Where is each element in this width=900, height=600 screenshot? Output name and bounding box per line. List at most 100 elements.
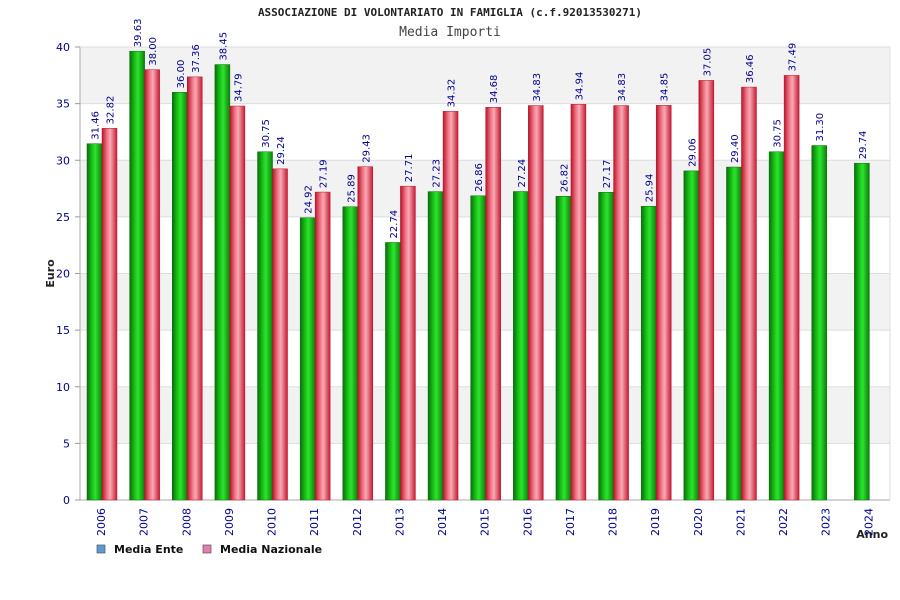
x-tick-label: 2008 [180, 508, 193, 536]
data-label: 36.46 [745, 54, 756, 83]
bar-media-ente [598, 192, 614, 501]
data-label: 34.83 [532, 73, 543, 102]
bar-media-ente [854, 162, 870, 501]
x-tick-label: 2009 [223, 508, 236, 536]
data-label: 34.85 [660, 73, 671, 102]
x-tick-label: 2021 [734, 508, 747, 536]
x-tick-label: 2023 [820, 508, 833, 536]
y-tick-label: 15 [56, 324, 70, 337]
bar-media-ente [86, 143, 103, 501]
data-label: 34.68 [489, 75, 500, 104]
x-tick-label: 2012 [351, 508, 364, 536]
bar-media-ente [214, 64, 231, 501]
bar-media-ente [299, 217, 316, 501]
x-tick-label: 2007 [138, 508, 151, 536]
x-tick-label: 2015 [479, 508, 492, 536]
data-label: 27.23 [432, 159, 443, 188]
y-tick-label: 30 [56, 154, 70, 167]
bar-media-nazionale [442, 111, 459, 501]
bar-media-nazionale [144, 69, 160, 501]
data-label: 27.17 [602, 160, 613, 189]
bar-media-ente [811, 145, 827, 501]
data-label: 22.74 [389, 210, 400, 239]
bar-media-nazionale [783, 75, 800, 501]
bar-media-ente [427, 191, 444, 501]
x-tick-label: 2006 [95, 508, 108, 536]
data-label: 31.46 [91, 111, 102, 140]
y-tick-label: 0 [63, 494, 70, 507]
data-label: 37.49 [788, 43, 799, 72]
x-tick-label: 2019 [649, 508, 662, 536]
bar-media-nazionale [570, 104, 587, 501]
bar-media-ente [640, 205, 657, 501]
bar-media-ente [342, 206, 359, 501]
legend-swatch [96, 544, 106, 554]
data-label: 37.05 [702, 48, 713, 77]
legend-label: Media Ente [114, 543, 183, 556]
data-label: 27.19 [319, 159, 330, 188]
x-tick-label: 2020 [692, 508, 705, 536]
bar-media-nazionale [613, 105, 629, 501]
y-tick-label: 5 [63, 437, 70, 450]
bar-media-nazionale [357, 166, 374, 501]
data-label: 36.00 [176, 60, 187, 89]
x-tick-label: 2017 [564, 508, 577, 536]
bar-media-ente [683, 170, 700, 501]
data-label: 29.43 [361, 134, 372, 163]
data-label: 27.71 [404, 154, 415, 183]
bar-media-nazionale [741, 86, 757, 501]
x-tick-label: 2011 [308, 508, 321, 536]
x-tick-label: 2024 [862, 508, 875, 536]
bar-media-ente [726, 166, 742, 501]
legend-swatch [202, 544, 212, 554]
bar-media-nazionale [528, 105, 544, 501]
data-label: 25.89 [346, 174, 357, 203]
data-label: 34.79 [233, 73, 244, 102]
legend-item-media-nazionale: Media Nazionale [202, 543, 322, 556]
x-tick-label: 2013 [393, 508, 406, 536]
bar-media-nazionale [655, 105, 672, 501]
data-label: 39.63 [133, 19, 144, 48]
bar-media-nazionale [101, 128, 118, 501]
data-label: 29.74 [858, 131, 869, 160]
chart-subtitle: Media Importi [399, 25, 501, 40]
data-label: 34.83 [617, 73, 628, 102]
bar-media-ente [513, 191, 529, 501]
bar-media-ente [555, 196, 572, 501]
data-label: 30.75 [261, 119, 272, 148]
bar-media-nazionale [272, 168, 288, 501]
legend-label: Media Nazionale [220, 543, 322, 556]
data-label: 25.94 [645, 174, 656, 203]
data-label: 27.24 [517, 159, 528, 188]
data-label: 34.32 [447, 79, 458, 108]
data-label: 29.40 [730, 134, 741, 163]
data-label: 24.92 [304, 185, 315, 214]
bar-media-ente [257, 151, 273, 501]
bar-media-ente [129, 50, 145, 501]
bar-media-nazionale [485, 106, 501, 501]
data-label: 30.75 [773, 119, 784, 148]
legend-item-media-ente: Media Ente [96, 543, 183, 556]
data-label: 32.82 [106, 96, 117, 125]
data-label: 29.24 [276, 136, 287, 165]
data-label: 37.36 [191, 44, 202, 73]
chart-title: ASSOCIAZIONE DI VOLONTARIATO IN FAMIGLIA… [257, 6, 643, 19]
x-tick-label: 2022 [777, 508, 790, 536]
y-tick-label: 20 [56, 268, 70, 281]
x-tick-label: 2014 [436, 508, 449, 536]
x-tick-label: 2018 [607, 508, 620, 536]
bar-media-ente [470, 195, 486, 501]
data-label: 26.86 [474, 163, 485, 192]
bar-media-ente [385, 242, 401, 501]
x-axis-label: Anno [856, 528, 888, 541]
bar-media-nazionale [229, 105, 246, 501]
y-tick-label: 25 [56, 211, 70, 224]
x-tick-label: 2016 [521, 508, 534, 536]
y-axis-label: Euro [44, 259, 57, 288]
data-label: 38.45 [218, 32, 229, 61]
bar-media-nazionale [698, 80, 715, 501]
bar-media-nazionale [314, 191, 331, 501]
y-tick-label: 35 [56, 98, 70, 111]
